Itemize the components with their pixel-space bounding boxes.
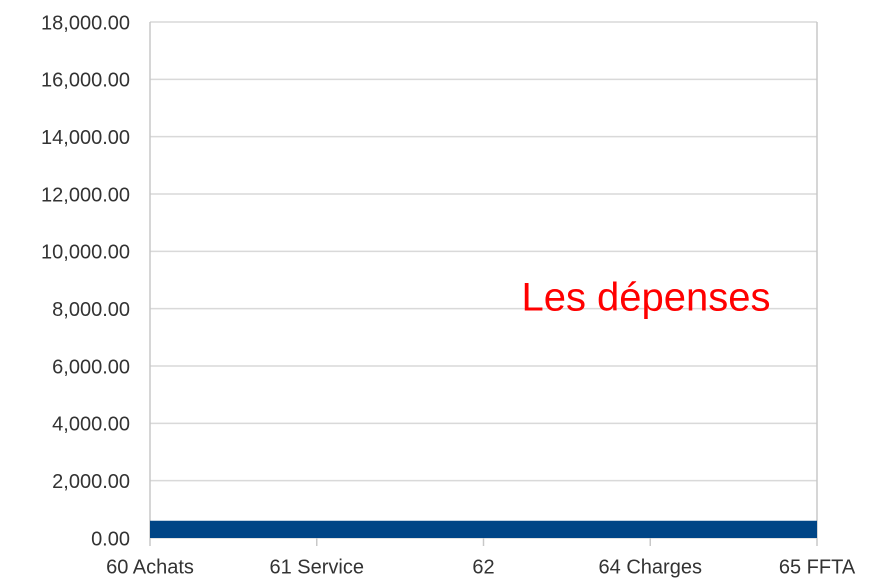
y-tick-label: 18,000.00 — [41, 12, 130, 34]
y-tick-label: 16,000.00 — [41, 70, 130, 92]
y-tick-label: 14,000.00 — [41, 127, 130, 149]
x-tick-label: 65 FFTA — [779, 556, 856, 578]
x-tick-label: 64 Charges — [599, 556, 702, 578]
y-tick-label: 4,000.00 — [52, 414, 130, 436]
area — [150, 520, 817, 538]
annotation: Les dépenses — [521, 276, 770, 320]
x-tick-label: 62 — [472, 556, 494, 578]
y-tick-label: 6,000.00 — [52, 356, 130, 378]
y-tick-label: 2,000.00 — [52, 471, 130, 493]
x-tick-label: 61 Service — [270, 556, 365, 578]
x-tick-label: 60 Achats — [106, 556, 194, 578]
y-tick-label: 0.00 — [91, 528, 130, 550]
y-tick-label: 12,000.00 — [41, 184, 130, 206]
y-tick-label: 8,000.00 — [52, 299, 130, 321]
y-tick-label: 10,000.00 — [41, 242, 130, 264]
